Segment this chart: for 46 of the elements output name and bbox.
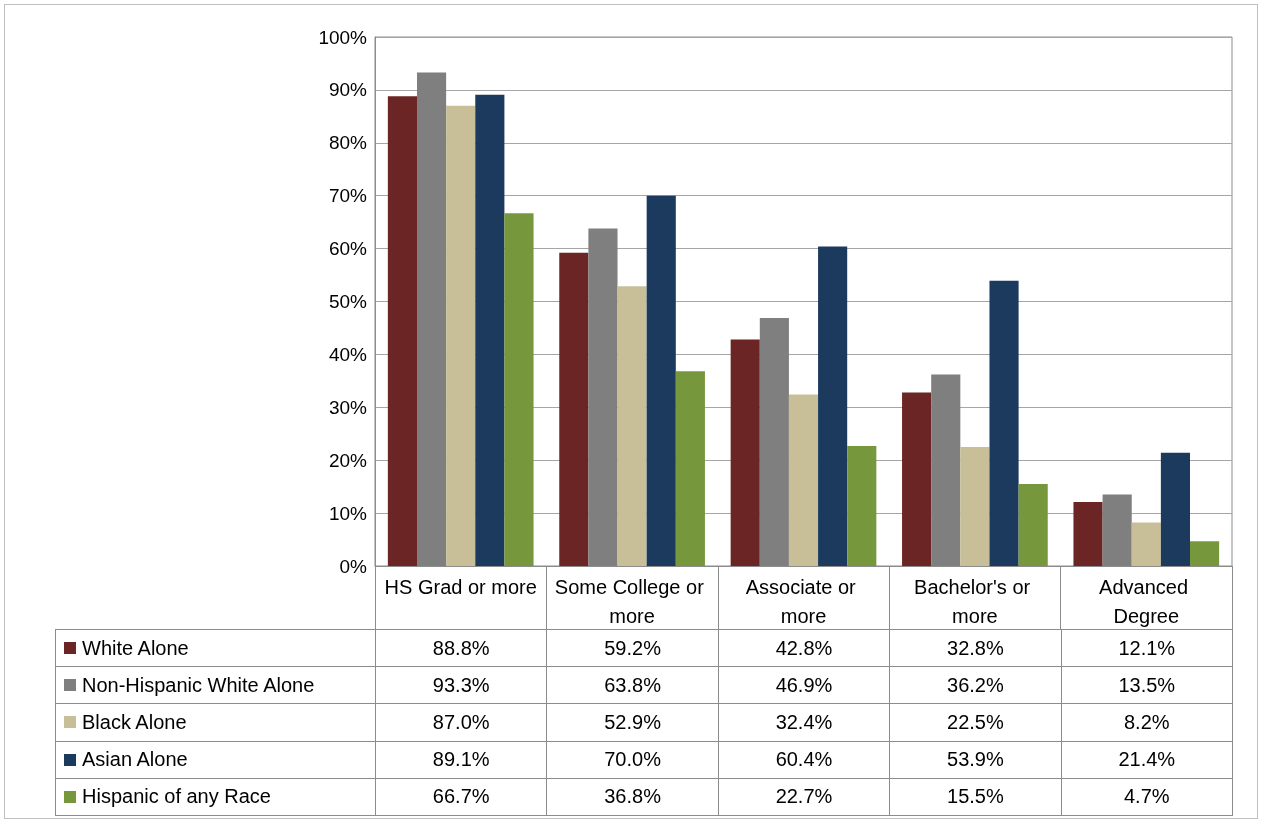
data-label: 60.4% bbox=[717, 740, 891, 779]
data-label: 52.9% bbox=[546, 703, 719, 742]
legend-label: White Alone bbox=[82, 636, 189, 660]
y-tick-label: 10% bbox=[328, 502, 368, 524]
data-label: 93.3% bbox=[375, 666, 548, 705]
legend-label: Black Alone bbox=[82, 710, 187, 734]
x-tick-label: HS Grad or more bbox=[384, 575, 537, 598]
data-label: 63.8% bbox=[546, 666, 719, 705]
y-tick-label: 80% bbox=[328, 132, 368, 154]
data-label: 22.7% bbox=[717, 777, 891, 816]
data-label: 88.8% bbox=[375, 629, 548, 668]
y-tick-label: 60% bbox=[328, 238, 368, 260]
data-label: 13.5% bbox=[1060, 666, 1233, 705]
legend-label: Non-Hispanic White Alone bbox=[82, 673, 315, 697]
y-tick-label: 70% bbox=[328, 185, 368, 207]
data-label: 87.0% bbox=[375, 703, 548, 742]
data-label: 4.7% bbox=[1060, 777, 1233, 816]
y-tick-label: 0% bbox=[339, 555, 368, 577]
data-label: 36.8% bbox=[546, 777, 719, 816]
data-label: 15.5% bbox=[889, 777, 1062, 816]
x-tick-label: Some College or more bbox=[554, 575, 710, 627]
data-label: 53.9% bbox=[889, 740, 1062, 779]
data-label: 89.1% bbox=[375, 740, 548, 779]
y-tick-label: 30% bbox=[328, 396, 368, 418]
data-label: 12.1% bbox=[1060, 629, 1233, 668]
data-label: 32.8% bbox=[889, 629, 1062, 668]
data-label: 36.2% bbox=[889, 666, 1062, 705]
data-label: 42.8% bbox=[717, 629, 891, 668]
data-label: 21.4% bbox=[1060, 740, 1233, 779]
y-tick-label: 50% bbox=[328, 291, 368, 312]
data-label: 70.0% bbox=[546, 740, 719, 779]
data-label: 59.2% bbox=[546, 629, 719, 668]
y-tick-label: 40% bbox=[328, 343, 368, 365]
y-tick-label: 90% bbox=[328, 79, 368, 101]
data-label: 32.4% bbox=[717, 703, 891, 742]
data-label: 22.5% bbox=[889, 703, 1062, 742]
data-label: 46.9% bbox=[717, 666, 891, 705]
data-label: 66.7% bbox=[375, 777, 548, 816]
x-tick-label: Advanced Degree bbox=[1099, 575, 1194, 627]
legend-label: Hispanic of any Race bbox=[82, 785, 271, 809]
data-label: 8.2% bbox=[1060, 703, 1233, 742]
y-tick-label: 100% bbox=[318, 26, 368, 48]
y-tick-label: 20% bbox=[328, 449, 368, 471]
x-tick-label: Bachelor's or more bbox=[914, 575, 1036, 627]
x-tick-label: Associate or more bbox=[745, 575, 862, 627]
legend-label: Asian Alone bbox=[82, 748, 188, 772]
